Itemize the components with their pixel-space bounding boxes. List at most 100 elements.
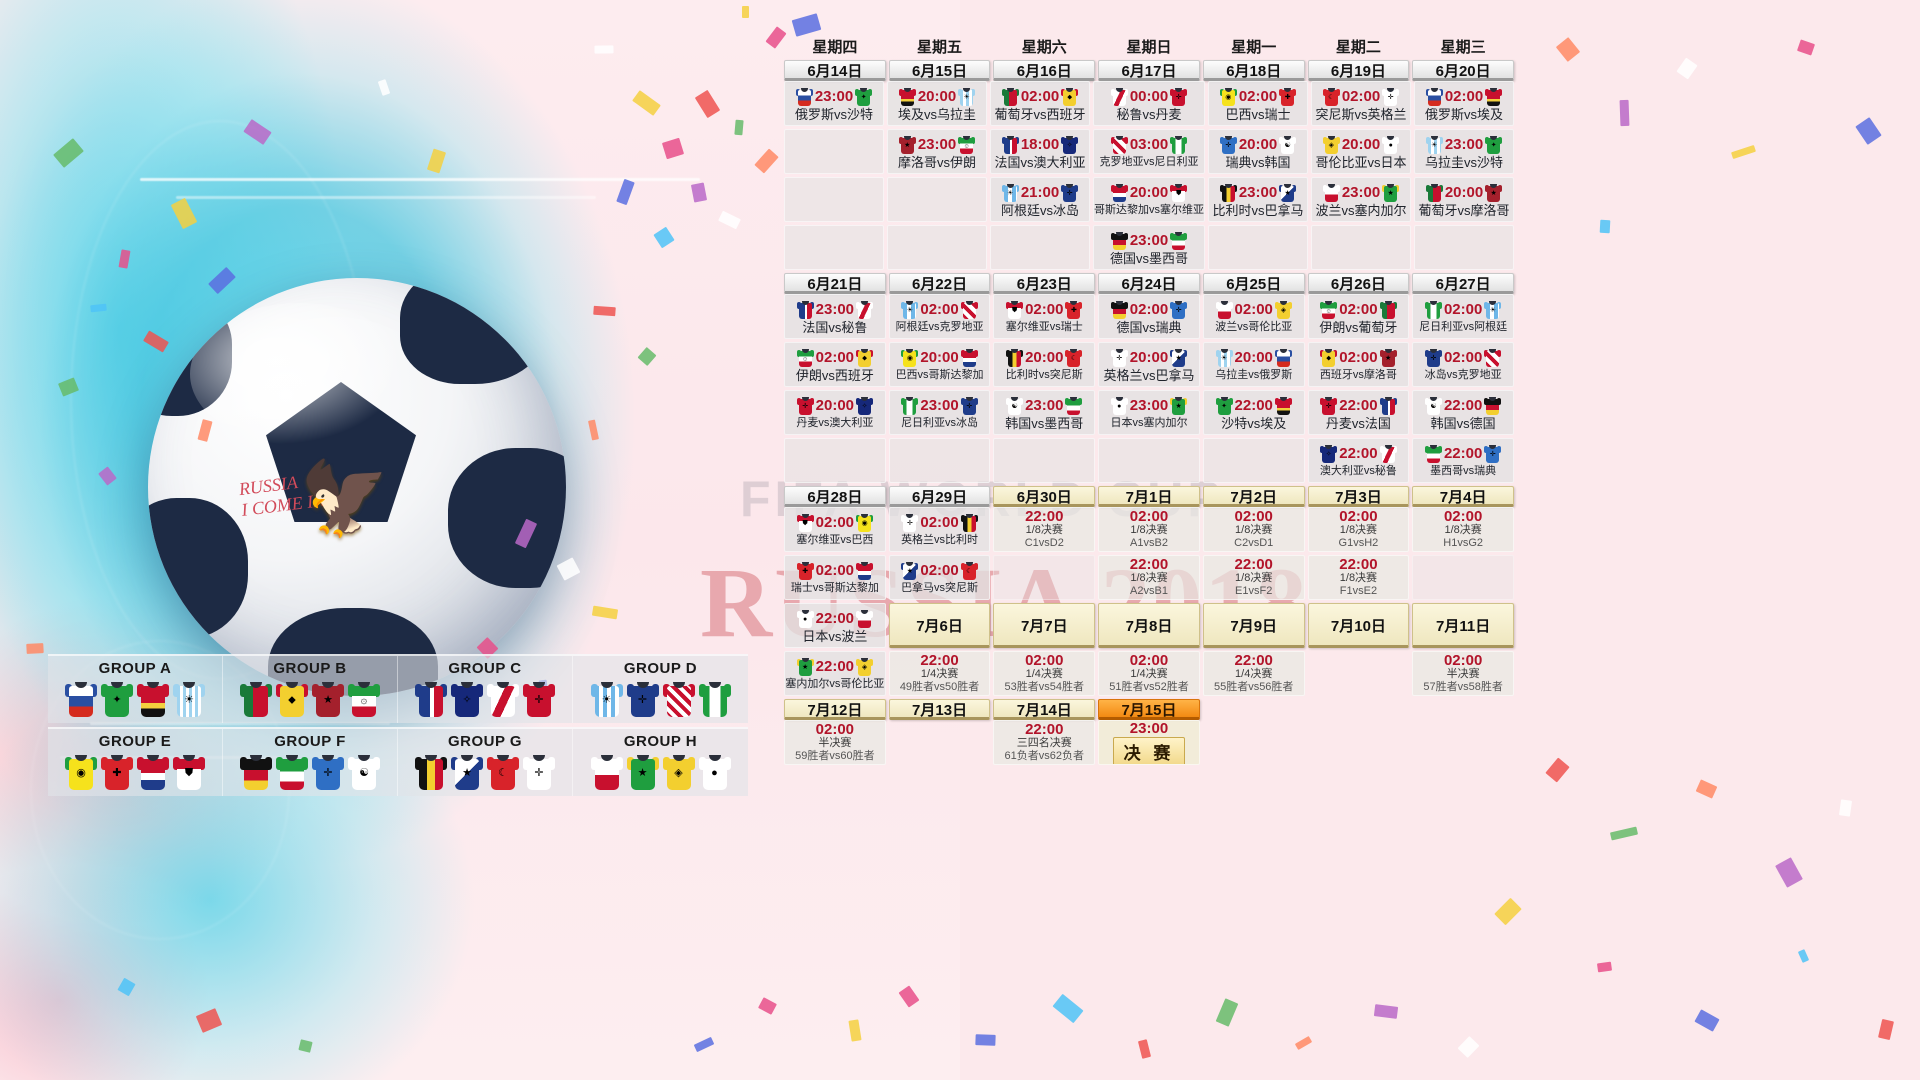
date-header-6月24日[interactable]: 6月24日 bbox=[1098, 273, 1200, 294]
group-panel-group-g[interactable]: GROUP G ★ ☾ ✛ bbox=[398, 729, 573, 796]
match-cell[interactable]: 23:00 ✛ 尼日利亚vs冰岛 bbox=[888, 390, 991, 435]
knockout-match-cell[interactable]: 02:00 1/8决赛 C2vsD1 bbox=[1202, 507, 1305, 552]
match-cell[interactable]: 23:00 ★ 波兰vs塞内加尔 bbox=[1311, 177, 1411, 222]
match-cell[interactable]: ⛊ 02:00 ◉ 塞尔维亚vs巴西 bbox=[784, 507, 886, 552]
match-cell[interactable]: ◉ 02:00 ✚ 巴西vs瑞士 bbox=[1208, 81, 1308, 126]
match-cell[interactable]: 02:00 ☀ 尼日利亚vs阿根廷 bbox=[1412, 294, 1514, 339]
match-cell[interactable]: 22:00 ✛ 墨西哥vs瑞典 bbox=[1412, 438, 1514, 483]
date-header-7月2日[interactable]: 7月2日 bbox=[1202, 486, 1305, 507]
match-cell[interactable]: ✦ 22:00 沙特vs埃及 bbox=[1202, 390, 1305, 435]
date-header-7月12日[interactable]: 7月12日 bbox=[784, 699, 886, 720]
knockout-match-cell[interactable]: 02:00 半决赛 59胜者vs60胜者 bbox=[784, 720, 886, 765]
match-cell[interactable]: ✧ 22:00 澳大利亚vs秘鲁 bbox=[1307, 438, 1410, 483]
match-cell[interactable]: 20:00 ⛊ 哥斯达黎加vs塞尔维亚 bbox=[1093, 177, 1205, 222]
match-cell[interactable]: ● 23:00 ★ 日本vs塞内加尔 bbox=[1098, 390, 1200, 435]
match-cell[interactable]: ◈ 20:00 ● 哥伦比亚vs日本 bbox=[1311, 129, 1411, 174]
date-header-6月22日[interactable]: 6月22日 bbox=[888, 273, 991, 294]
match-cell[interactable]: 18:00 ✧ 法国vs澳大利亚 bbox=[990, 129, 1090, 174]
date-header-7月6日[interactable]: 7月6日 bbox=[888, 603, 991, 648]
match-cell[interactable]: 23:00 ✦ 俄罗斯vs沙特 bbox=[784, 81, 884, 126]
match-cell[interactable]: 20:00 ☀ 埃及vs乌拉圭 bbox=[887, 81, 987, 126]
date-header-6月25日[interactable]: 6月25日 bbox=[1202, 273, 1305, 294]
date-header-6月21日[interactable]: 6月21日 bbox=[784, 273, 886, 294]
date-header-6月28日[interactable]: 6月28日 bbox=[784, 486, 886, 507]
date-header-7月3日[interactable]: 7月3日 bbox=[1307, 486, 1410, 507]
match-cell[interactable]: 20:00 ☾ 比利时vs突尼斯 bbox=[993, 342, 1096, 387]
knockout-match-cell[interactable]: 02:00 半决赛 57胜者vs58胜者 bbox=[1412, 651, 1514, 696]
date-header-7月11日[interactable]: 7月11日 bbox=[1412, 603, 1514, 648]
group-panel-group-f[interactable]: GROUP F ✛ ☯ bbox=[223, 729, 398, 796]
date-header-7月1日[interactable]: 7月1日 bbox=[1098, 486, 1200, 507]
match-cell[interactable]: ✛ 02:00 冰岛vs克罗地亚 bbox=[1412, 342, 1514, 387]
date-header-7月10日[interactable]: 7月10日 bbox=[1307, 603, 1410, 648]
match-cell[interactable]: ★ 02:00 ☾ 巴拿马vs突尼斯 bbox=[888, 555, 991, 600]
knockout-match-cell[interactable]: 22:00 1/8决赛 A2vsB1 bbox=[1098, 555, 1200, 600]
match-cell[interactable]: ☀ 20:00 乌拉圭vs俄罗斯 bbox=[1202, 342, 1305, 387]
match-cell[interactable]: ★ 23:00 ۞ 摩洛哥vs伊朗 bbox=[887, 129, 987, 174]
match-cell[interactable]: ✛ 22:00 丹麦vs法国 bbox=[1307, 390, 1410, 435]
knockout-match-cell[interactable]: 02:00 1/8决赛 G1vsH2 bbox=[1307, 507, 1410, 552]
date-header-6月14日[interactable]: 6月14日 bbox=[784, 60, 886, 81]
date-header-7月15日[interactable]: 7月15日 bbox=[1098, 699, 1200, 720]
match-cell[interactable]: 23:00 德国vs墨西哥 bbox=[1093, 225, 1205, 270]
match-cell[interactable]: ⬥ 02:00 ★ 西班牙vs摩洛哥 bbox=[1307, 342, 1410, 387]
date-header-7月8日[interactable]: 7月8日 bbox=[1098, 603, 1200, 648]
date-header-6月30日[interactable]: 6月30日 bbox=[993, 486, 1096, 507]
match-cell[interactable]: 02:00 ✛ 德国vs瑞典 bbox=[1098, 294, 1200, 339]
match-cell[interactable]: ✛ 02:00 英格兰vs比利时 bbox=[888, 507, 991, 552]
match-cell[interactable]: ✛ 20:00 ☯ 瑞典vs韩国 bbox=[1208, 129, 1308, 174]
date-header-6月17日[interactable]: 6月17日 bbox=[1098, 60, 1200, 81]
group-panel-group-c[interactable]: GROUP C ✧ ✛ bbox=[398, 656, 573, 723]
match-cell[interactable]: ✛ 20:00 ★ 英格兰vs巴拿马 bbox=[1098, 342, 1200, 387]
match-cell[interactable]: 02:00 ⬥ 葡萄牙vs西班牙 bbox=[990, 81, 1090, 126]
match-cell[interactable]: ● 22:00 日本vs波兰 bbox=[784, 603, 886, 648]
final-match-cell[interactable]: 23:00 决 赛 bbox=[1098, 720, 1200, 765]
date-header-6月29日[interactable]: 6月29日 bbox=[888, 486, 991, 507]
date-header-6月20日[interactable]: 6月20日 bbox=[1412, 60, 1514, 81]
match-cell[interactable]: ⛊ 02:00 ✚ 塞尔维亚vs瑞士 bbox=[993, 294, 1096, 339]
match-cell[interactable]: ۞ 02:00 伊朗vs葡萄牙 bbox=[1307, 294, 1410, 339]
date-header-6月23日[interactable]: 6月23日 bbox=[993, 273, 1096, 294]
date-header-7月9日[interactable]: 7月9日 bbox=[1202, 603, 1305, 648]
group-panel-group-e[interactable]: GROUP E ◉ ✚ ⛊ bbox=[48, 729, 223, 796]
knockout-match-cell[interactable]: 22:00 1/4决赛 55胜者vs56胜者 bbox=[1202, 651, 1305, 696]
match-cell[interactable]: 00:00 ✛ 秘鲁vs丹麦 bbox=[1093, 81, 1205, 126]
date-header-6月26日[interactable]: 6月26日 bbox=[1307, 273, 1410, 294]
knockout-match-cell[interactable]: 22:00 1/8决赛 F1vsE2 bbox=[1307, 555, 1410, 600]
knockout-match-cell[interactable]: 02:00 1/4决赛 51胜者vs52胜者 bbox=[1098, 651, 1200, 696]
date-header-7月4日[interactable]: 7月4日 bbox=[1412, 486, 1514, 507]
match-cell[interactable]: ◉ 20:00 巴西vs哥斯达黎加 bbox=[888, 342, 991, 387]
knockout-match-cell[interactable]: 02:00 1/8决赛 A1vsB2 bbox=[1098, 507, 1200, 552]
group-panel-group-a[interactable]: GROUP A ✦ ☀ bbox=[48, 656, 223, 723]
knockout-match-cell[interactable]: 02:00 1/8决赛 H1vsG2 bbox=[1412, 507, 1514, 552]
date-header-7月13日[interactable]: 7月13日 bbox=[888, 699, 991, 720]
match-cell[interactable]: 02:00 俄罗斯vs埃及 bbox=[1414, 81, 1514, 126]
match-cell[interactable]: ☯ 22:00 韩国vs德国 bbox=[1412, 390, 1514, 435]
knockout-match-cell[interactable]: 22:00 三四名决赛 61负者vs62负者 bbox=[993, 720, 1096, 765]
match-cell[interactable]: 23:00 法国vs秘鲁 bbox=[784, 294, 886, 339]
date-header-6月18日[interactable]: 6月18日 bbox=[1202, 60, 1305, 81]
date-header-6月27日[interactable]: 6月27日 bbox=[1412, 273, 1514, 294]
match-cell[interactable]: ☀ 23:00 ✦ 乌拉圭vs沙特 bbox=[1414, 129, 1514, 174]
match-cell[interactable]: ☀ 02:00 阿根廷vs克罗地亚 bbox=[888, 294, 991, 339]
match-cell[interactable]: ☾ 02:00 ✛ 突尼斯vs英格兰 bbox=[1311, 81, 1411, 126]
knockout-match-cell[interactable]: 22:00 1/8决赛 E1vsF2 bbox=[1202, 555, 1305, 600]
date-header-7月7日[interactable]: 7月7日 bbox=[993, 603, 1096, 648]
match-cell[interactable]: 03:00 克罗地亚vs尼日利亚 bbox=[1093, 129, 1205, 174]
knockout-match-cell[interactable]: 22:00 1/8决赛 C1vsD2 bbox=[993, 507, 1096, 552]
knockout-match-cell[interactable]: 22:00 1/4决赛 49胜者vs50胜者 bbox=[888, 651, 991, 696]
match-cell[interactable]: ☀ 21:00 ✛ 阿根廷vs冰岛 bbox=[990, 177, 1090, 222]
match-cell[interactable]: ✛ 20:00 ✧ 丹麦vs澳大利亚 bbox=[784, 390, 886, 435]
date-header-6月19日[interactable]: 6月19日 bbox=[1307, 60, 1410, 81]
knockout-match-cell[interactable]: 02:00 1/4决赛 53胜者vs54胜者 bbox=[993, 651, 1096, 696]
date-header-6月16日[interactable]: 6月16日 bbox=[993, 60, 1096, 81]
group-panel-group-b[interactable]: GROUP B ⬥ ★ ۞ bbox=[223, 656, 398, 723]
date-header-7月14日[interactable]: 7月14日 bbox=[993, 699, 1096, 720]
match-cell[interactable]: ★ 22:00 ◈ 塞内加尔vs哥伦比亚 bbox=[784, 651, 886, 696]
match-cell[interactable]: ☯ 23:00 韩国vs墨西哥 bbox=[993, 390, 1096, 435]
date-header-6月15日[interactable]: 6月15日 bbox=[888, 60, 991, 81]
match-cell[interactable]: ۞ 02:00 ⬥ 伊朗vs西班牙 bbox=[784, 342, 886, 387]
match-cell[interactable]: 02:00 ◈ 波兰vs哥伦比亚 bbox=[1202, 294, 1305, 339]
group-panel-group-h[interactable]: GROUP H ★ ◈ ● bbox=[573, 729, 748, 796]
match-cell[interactable]: 23:00 ★ 比利时vs巴拿马 bbox=[1208, 177, 1308, 222]
